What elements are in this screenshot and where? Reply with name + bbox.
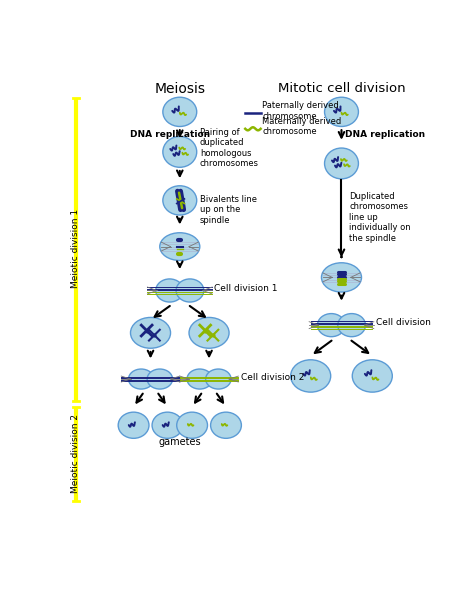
Text: Cell division: Cell division: [376, 318, 431, 327]
Text: Cell division 1: Cell division 1: [214, 284, 278, 292]
Ellipse shape: [128, 369, 154, 389]
Ellipse shape: [163, 97, 197, 127]
Text: Bivalents line
up on the
spindle: Bivalents line up on the spindle: [200, 195, 257, 224]
Ellipse shape: [177, 412, 208, 438]
Ellipse shape: [130, 317, 171, 348]
Text: Pairing of
duplicated
homologous
chromosomes: Pairing of duplicated homologous chromos…: [200, 128, 259, 168]
Ellipse shape: [118, 412, 149, 438]
Text: Mitotic cell division: Mitotic cell division: [278, 82, 405, 95]
Text: Meiosis: Meiosis: [154, 82, 205, 96]
Text: DNA replication: DNA replication: [130, 130, 210, 139]
Text: Meiotic division 2: Meiotic division 2: [71, 414, 80, 493]
Ellipse shape: [176, 279, 204, 302]
Ellipse shape: [152, 412, 183, 438]
Text: Cell division 2: Cell division 2: [241, 373, 305, 382]
Ellipse shape: [210, 412, 241, 438]
Text: DNA replication: DNA replication: [346, 130, 426, 140]
Text: Paternally derived
chromosome: Paternally derived chromosome: [262, 101, 339, 121]
Text: Duplicated
chromosomes
line up
individually on
the spindle: Duplicated chromosomes line up individua…: [349, 192, 411, 243]
Ellipse shape: [325, 148, 358, 179]
Ellipse shape: [318, 314, 345, 337]
Text: Meiotic division 1: Meiotic division 1: [71, 210, 80, 288]
Ellipse shape: [187, 369, 212, 389]
Ellipse shape: [325, 97, 358, 127]
Ellipse shape: [156, 279, 183, 302]
Ellipse shape: [160, 233, 200, 260]
Text: Maternally derived
chromosome: Maternally derived chromosome: [262, 117, 341, 136]
Ellipse shape: [189, 317, 229, 348]
Ellipse shape: [163, 186, 197, 215]
Ellipse shape: [352, 360, 392, 392]
Ellipse shape: [147, 369, 173, 389]
Ellipse shape: [291, 360, 331, 392]
Text: gametes: gametes: [158, 437, 201, 447]
Ellipse shape: [163, 137, 197, 168]
Ellipse shape: [338, 314, 365, 337]
Ellipse shape: [321, 263, 362, 292]
Ellipse shape: [206, 369, 231, 389]
